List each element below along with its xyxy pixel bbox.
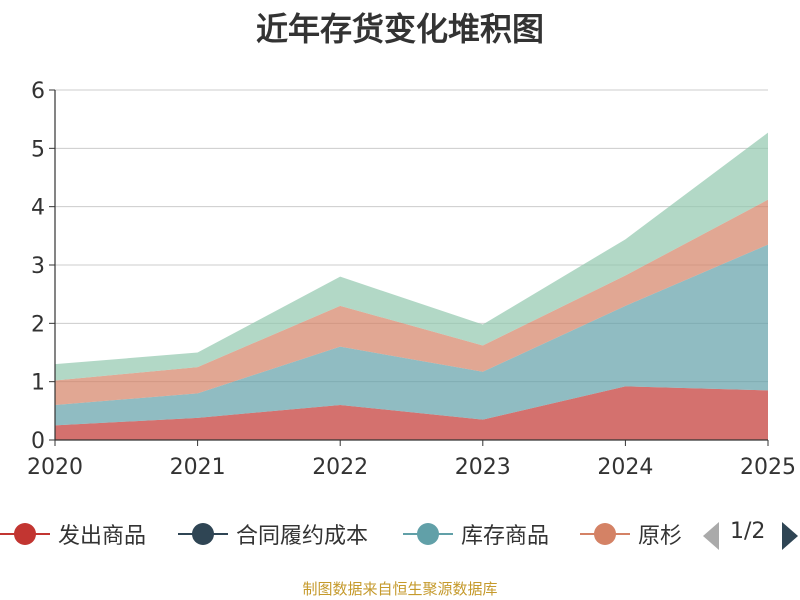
legend-marker-3 <box>403 518 453 550</box>
y-tick-label-3: 3 <box>31 254 45 279</box>
x-tick-label-2: 2022 <box>312 455 368 480</box>
x-tick-label-3: 2023 <box>455 455 511 480</box>
legend-item-2[interactable]: 合同履约成本 <box>178 518 368 550</box>
area-series-5 <box>55 132 768 381</box>
legend-pager: 1/2 <box>700 510 800 560</box>
legend-label-2: 合同履约成本 <box>236 524 369 549</box>
legend-next-arrow-icon[interactable] <box>782 522 798 550</box>
source-note: 制图数据来自恒生聚源数据库 <box>302 580 498 598</box>
x-tick-label-0: 2020 <box>27 455 83 480</box>
legend-marker-4 <box>580 518 630 550</box>
legend-marker-1 <box>0 518 50 550</box>
area-series-4 <box>55 199 768 405</box>
y-tick-label-1: 1 <box>31 371 45 396</box>
legend-item-1[interactable]: 发出商品 <box>0 518 146 550</box>
y-tick-label-2: 2 <box>31 312 45 337</box>
legend-item-4[interactable]: 原杉 <box>580 518 682 550</box>
legend-prev-arrow-icon[interactable] <box>703 522 719 550</box>
legend: 发出商品 合同履约成本 库存商品 原杉 1/2 <box>0 510 800 560</box>
y-tick-label-5: 5 <box>31 137 45 162</box>
legend-page-indicator: 1/2 <box>730 519 766 544</box>
legend-label-1: 发出商品 <box>58 524 147 549</box>
legend-marker-2 <box>178 518 228 550</box>
area-series-3 <box>55 244 768 426</box>
chart-title: 近年存货变化堆积图 <box>255 10 544 48</box>
legend-label-4: 原杉 <box>638 524 683 549</box>
x-tick-label-5: 2025 <box>740 455 796 480</box>
x-tick-label-4: 2024 <box>597 455 653 480</box>
y-tick-label-4: 4 <box>31 196 45 221</box>
y-tick-label-6: 6 <box>31 79 45 104</box>
area-series-1 <box>55 386 768 440</box>
x-tick-label-1: 2021 <box>170 455 226 480</box>
legend-label-3: 库存商品 <box>461 524 550 549</box>
legend-item-3[interactable]: 库存商品 <box>403 518 549 550</box>
y-tick-label-0: 0 <box>31 429 45 454</box>
chart-plot: 0 1 2 3 4 5 6 2020 2021 2022 2023 2024 2025 <box>27 79 796 480</box>
